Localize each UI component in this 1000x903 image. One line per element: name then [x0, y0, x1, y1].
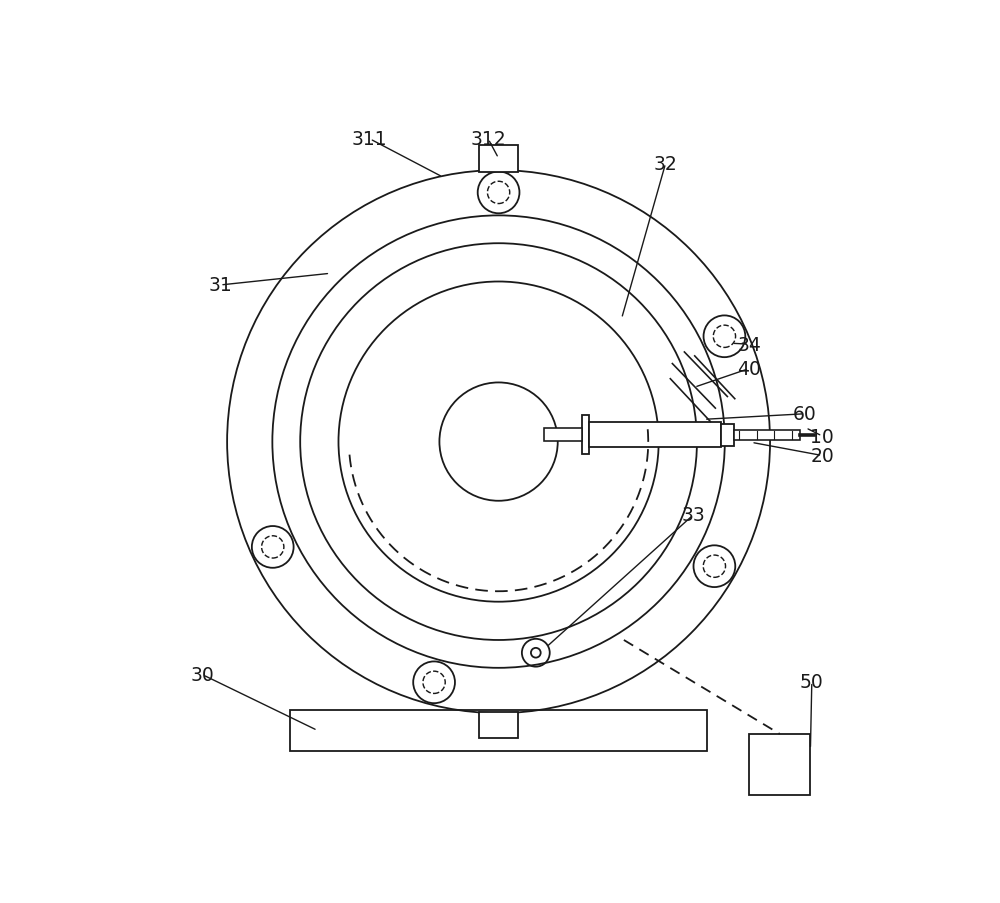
Text: 34: 34: [737, 335, 761, 354]
Text: 50: 50: [800, 673, 824, 692]
Bar: [749, 734, 810, 796]
Bar: [734, 431, 800, 440]
Text: 311: 311: [352, 130, 388, 149]
Text: 10: 10: [810, 427, 834, 446]
Bar: [290, 710, 707, 751]
Bar: [479, 712, 518, 739]
Text: 20: 20: [810, 446, 834, 466]
Text: 40: 40: [737, 359, 761, 378]
Text: 33: 33: [682, 506, 705, 525]
Bar: [721, 424, 734, 446]
Bar: [582, 416, 589, 454]
Bar: [589, 423, 721, 448]
Text: 30: 30: [191, 666, 215, 684]
Bar: [479, 146, 518, 172]
Text: 32: 32: [654, 154, 678, 173]
Text: 60: 60: [793, 405, 817, 424]
Text: 31: 31: [208, 276, 232, 295]
Text: 312: 312: [470, 130, 506, 149]
Bar: [544, 429, 582, 442]
